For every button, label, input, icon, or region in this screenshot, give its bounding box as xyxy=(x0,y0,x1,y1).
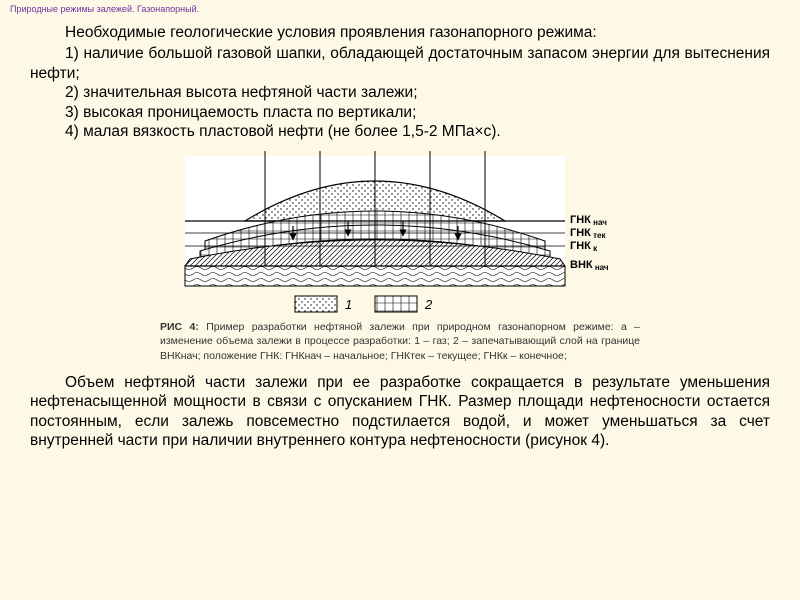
condition-2: 2) значительная высота нефтяной части за… xyxy=(30,83,770,102)
condition-1: 1) наличие большой газовой шапки, облада… xyxy=(30,44,770,83)
content-area: Необходимые геологические условия проявл… xyxy=(0,18,800,450)
figure-caption: РИС 4: Пример разработки нефтяной залежи… xyxy=(160,320,640,363)
label-vnk-nach: ВНК нач xyxy=(570,259,609,272)
page-header: Природные режимы залежей. Газонапорный. xyxy=(0,0,800,18)
caption-text: Пример разработки нефтяной залежи при пр… xyxy=(160,321,640,361)
label-gnk-nach: ГНК нач xyxy=(570,214,607,227)
condition-4: 4) малая вязкость пластовой нефти (не бо… xyxy=(30,122,770,141)
caption-bold: РИС 4: xyxy=(160,321,199,333)
legend-2: 2 xyxy=(424,297,433,312)
reservoir-diagram: ГНК нач ГНК тек ГНК к ВНК нач 1 2 xyxy=(145,151,655,316)
footer-paragraph: Объем нефтяной части залежи при ее разра… xyxy=(30,373,770,451)
diagram-container: ГНК нач ГНК тек ГНК к ВНК нач 1 2 xyxy=(145,151,655,316)
label-gnk-k: ГНК к xyxy=(570,240,598,253)
label-gnk-tek: ГНК тек xyxy=(570,227,606,240)
condition-3: 3) высокая проницаемость пласта по верти… xyxy=(30,103,770,122)
intro-text: Необходимые геологические условия проявл… xyxy=(30,23,770,42)
legend-1: 1 xyxy=(345,297,352,312)
